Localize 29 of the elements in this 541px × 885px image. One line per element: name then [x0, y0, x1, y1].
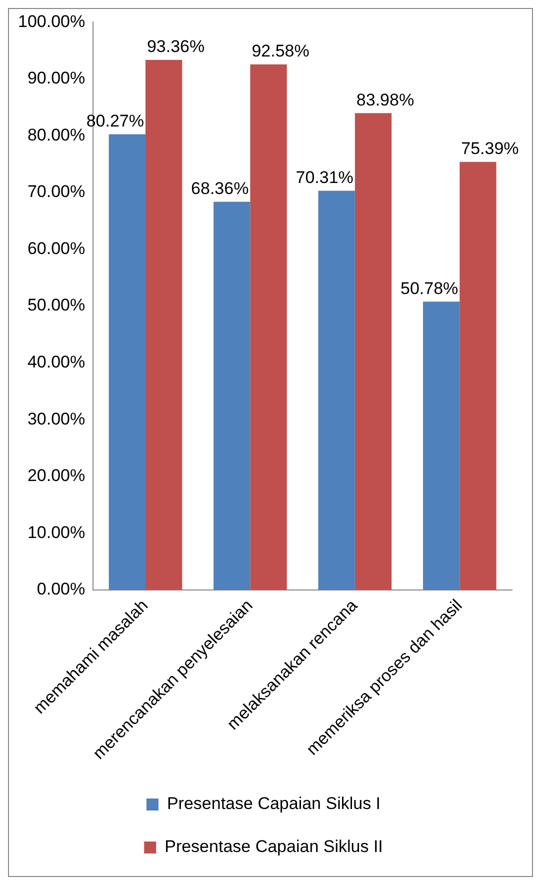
bar	[250, 64, 287, 590]
bar	[145, 60, 182, 590]
data-label: 68.36%	[191, 179, 249, 198]
data-label: 80.27%	[86, 111, 144, 130]
bar	[354, 113, 392, 590]
y-tick-label: 100.00%	[18, 12, 86, 31]
y-tick-label: 60.00%	[27, 238, 86, 258]
data-label: 83.98%	[356, 90, 414, 110]
bar	[460, 162, 496, 590]
y-tick-label: 30.00%	[27, 409, 86, 428]
y-tick-label: 50.00%	[27, 296, 86, 315]
legend-label: Presentase Capaian Siklus II	[164, 837, 383, 856]
bar	[214, 202, 250, 590]
data-label: 93.36%	[146, 37, 205, 56]
data-label: 50.78%	[400, 278, 458, 298]
bar	[318, 190, 355, 590]
y-tick-label: 40.00%	[27, 352, 86, 372]
data-label: 70.31%	[296, 168, 354, 187]
bar	[422, 302, 460, 590]
y-tick-label: 0.00%	[36, 580, 86, 599]
y-tick-label: 10.00%	[27, 522, 86, 542]
data-label: 75.39%	[461, 139, 519, 158]
legend-label: Presentase Capaian Siklus I	[166, 794, 381, 814]
y-tick-label: 20.00%	[27, 466, 86, 486]
y-tick-label: 70.00%	[27, 182, 86, 202]
y-tick-label: 90.00%	[27, 68, 86, 88]
data-label: 92.58%	[252, 42, 310, 61]
bar	[108, 134, 146, 590]
y-tick-label: 80.00%	[27, 125, 86, 144]
